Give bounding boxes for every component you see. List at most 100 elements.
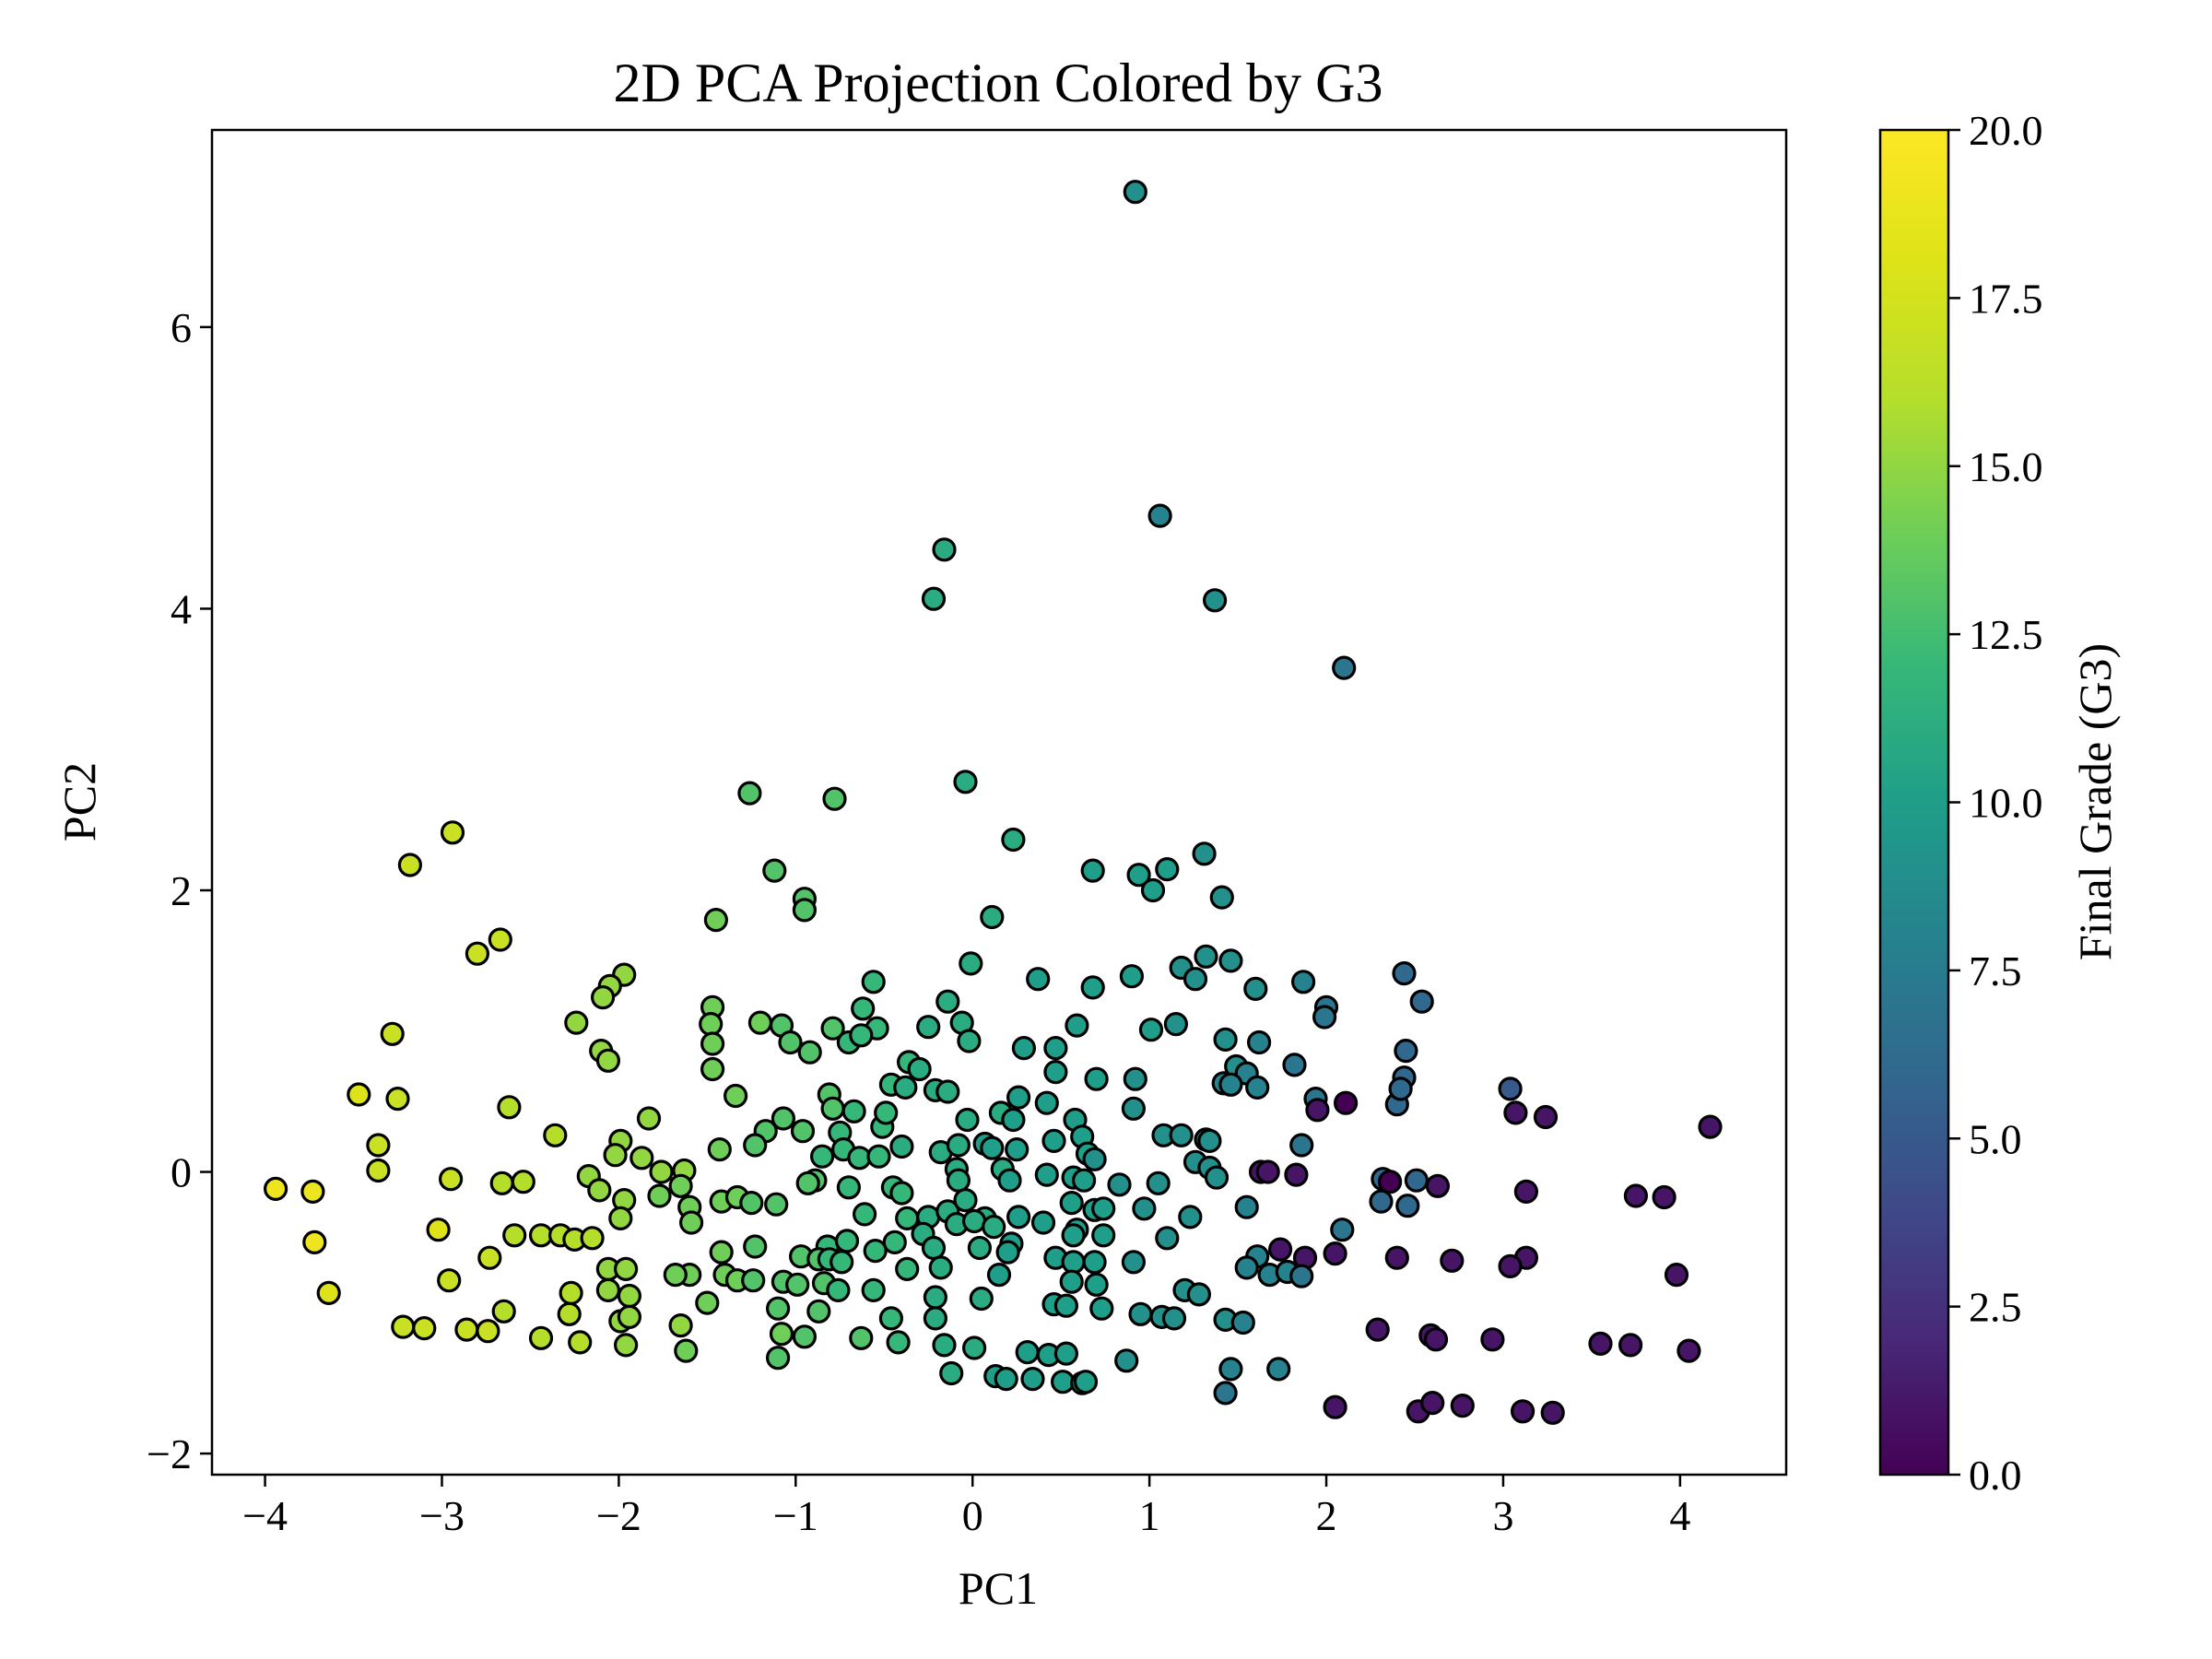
scatter-point <box>764 1192 789 1217</box>
scatter-point <box>1140 877 1166 903</box>
scatter-point <box>502 1223 527 1248</box>
scatter-point <box>1289 1264 1314 1288</box>
scatter-point <box>1305 1098 1330 1123</box>
scatter-point <box>497 1095 522 1120</box>
scatter-point <box>1384 1245 1409 1270</box>
colorbar-ticks: 0.0 2.5 5.0 7.5 10.0 12.5 15.0 17.5 20.0 <box>1948 107 2043 1499</box>
scatter-point <box>1404 1168 1430 1193</box>
scatter-point <box>316 1280 341 1306</box>
scatter-point <box>1230 1310 1255 1335</box>
scatter-point <box>961 1208 987 1234</box>
scatter-point <box>1218 1072 1243 1097</box>
scatter-point <box>863 1238 888 1264</box>
scatter-point <box>953 1187 978 1213</box>
scatter-point <box>1182 967 1208 992</box>
colorbar-tick-label: 10.0 <box>1969 780 2043 827</box>
scatter-point <box>613 1333 639 1358</box>
scatter-point <box>613 1256 639 1282</box>
colorbar-tick-label: 5.0 <box>1969 1115 2022 1162</box>
scatter-point <box>1202 588 1228 613</box>
x-tick-label: 2 <box>1316 1492 1337 1539</box>
scatter-point <box>836 1175 862 1200</box>
scatter-point <box>1192 841 1217 866</box>
scatter-point <box>1084 1272 1109 1297</box>
scatter-point <box>528 1325 554 1350</box>
scatter-point <box>795 1171 820 1195</box>
scatter-point <box>1041 1128 1066 1154</box>
scatter-point <box>806 1299 831 1324</box>
x-axis-ticks: −4 −3 −2 −1 0 1 2 3 4 <box>242 1475 1690 1539</box>
scatter-point <box>1026 967 1051 992</box>
scatter-point <box>1043 1035 1068 1061</box>
scatter-point <box>1652 1184 1677 1210</box>
scatter-point <box>1089 1296 1114 1321</box>
scatter-point <box>1119 964 1145 989</box>
scatter-point <box>1147 503 1172 528</box>
scatter-point <box>426 1218 451 1242</box>
scatter-point <box>969 1286 994 1312</box>
scatter-point <box>608 1206 633 1231</box>
scatter-point <box>1218 1357 1243 1382</box>
scatter-point <box>1323 1394 1347 1419</box>
scatter-point <box>476 1319 500 1344</box>
x-tick-label: −4 <box>242 1492 288 1539</box>
scatter-point <box>366 1158 391 1183</box>
y-tick-label: −2 <box>147 1430 192 1477</box>
scatter-point <box>1333 1090 1359 1115</box>
scatter-point <box>861 1277 886 1303</box>
scatter-point <box>709 1240 734 1265</box>
scatter-point <box>603 1143 628 1168</box>
scatter-point <box>695 1290 720 1315</box>
scatter-point <box>939 1360 964 1386</box>
scatter-point <box>1059 1190 1084 1216</box>
scatter-point <box>997 1168 1022 1193</box>
scatter-point <box>1290 970 1316 994</box>
scatter-point <box>820 1016 845 1041</box>
x-axis-label: PC1 <box>959 1562 1038 1614</box>
scatter-point <box>932 537 957 562</box>
scatter-point <box>1128 1301 1153 1326</box>
scatter-point <box>982 1214 1006 1240</box>
scatter-point <box>995 1240 1020 1265</box>
scatter-point <box>1121 1096 1147 1121</box>
colorbar-tick-label: 17.5 <box>1969 275 2043 322</box>
scatter-point <box>1213 1027 1238 1053</box>
scatter-point <box>564 1010 589 1035</box>
scatter-point <box>907 1056 932 1082</box>
scatter-point <box>1169 1123 1194 1147</box>
scatter-point <box>1255 1159 1280 1184</box>
scatter-point <box>923 1285 948 1310</box>
scatter-point <box>1394 1038 1418 1064</box>
scatter-point <box>300 1179 325 1205</box>
scatter-point <box>1146 1171 1171 1195</box>
scatter-point <box>959 951 983 976</box>
scatter-point <box>1246 1030 1272 1055</box>
scatter-point <box>830 1250 854 1275</box>
scatter-point <box>1623 1183 1649 1208</box>
scatter-point <box>866 1144 891 1169</box>
scatter-point <box>967 1235 993 1261</box>
scatter-point <box>852 1202 877 1227</box>
scatter-point <box>961 1335 987 1360</box>
scatter-point <box>1123 180 1147 205</box>
scatter-point <box>595 1277 621 1303</box>
scatter-point <box>412 1315 437 1341</box>
scatter-point <box>1123 1066 1147 1091</box>
scatter-point <box>935 989 960 1014</box>
scatter-point <box>703 907 729 933</box>
scatter-point <box>707 1136 732 1162</box>
scatter-point <box>1053 1341 1079 1366</box>
scatter-point <box>878 1306 904 1331</box>
scatter-point <box>739 1190 764 1216</box>
scatter-point <box>874 1100 899 1125</box>
scatter-point <box>1245 1075 1270 1100</box>
scatter-point <box>385 1086 410 1112</box>
scatter-point <box>1395 1194 1420 1218</box>
x-tick-label: 1 <box>1139 1492 1160 1539</box>
scatter-point <box>1480 1327 1505 1352</box>
scatter-point <box>743 1133 768 1158</box>
scatter-point <box>916 1015 941 1040</box>
scatter-point <box>1061 1223 1086 1248</box>
scatter-point <box>1065 1013 1089 1038</box>
scatter-point <box>1030 1210 1056 1235</box>
